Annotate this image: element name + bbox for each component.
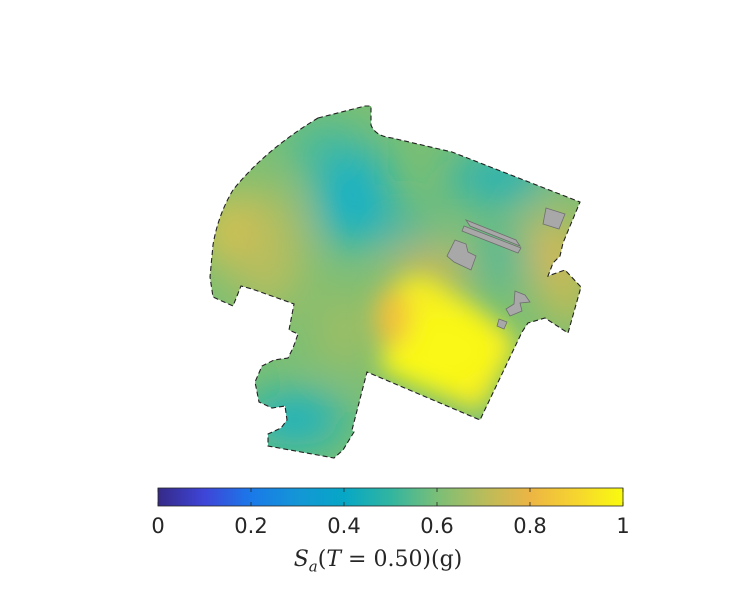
building (505, 290, 531, 317)
region-outline (209, 105, 582, 459)
band-center-left (319, 292, 371, 368)
colorbar-ticks (157, 488, 624, 506)
label-symbol-t: T (326, 547, 342, 572)
colorbar (157, 487, 624, 507)
label-text-rest: = 0.50)(g) (341, 547, 463, 572)
colorbar-tick-label: 0 (151, 514, 165, 538)
colorbar-tick-label: 0.4 (327, 514, 361, 538)
lowzone-southwest (245, 394, 345, 446)
band-far-east (552, 278, 581, 322)
heatmap-field (210, 106, 581, 458)
colorbar-rect (157, 487, 624, 507)
hotspot-center (374, 288, 410, 348)
colorbar-label: Sa(T = 0.50)(g) (293, 547, 463, 576)
building (464, 219, 522, 247)
colorbar-tick-label: 1 (616, 514, 630, 538)
lowzone-east (448, 154, 548, 202)
hotspot-south-core (385, 310, 495, 390)
building (461, 225, 522, 254)
colorbar-tick-label: 0.2 (234, 514, 268, 538)
building (542, 207, 566, 230)
colorbar-tick-label: 0.8 (513, 514, 547, 538)
building (496, 318, 508, 330)
building (446, 239, 477, 271)
lowzone-center (375, 212, 435, 252)
buildings (446, 207, 566, 330)
band-west (232, 188, 304, 312)
label-symbol-s: S (293, 547, 309, 572)
colorbar-tick-label: 0.6 (420, 514, 454, 538)
label-subscript-a: a (308, 557, 318, 576)
lowzone-north-top (291, 126, 359, 170)
